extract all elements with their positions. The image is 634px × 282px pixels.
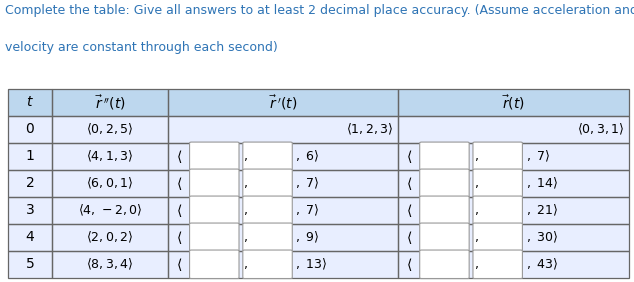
Text: $\langle 4,\,-2, 0\rangle$: $\langle 4,\,-2, 0\rangle$ — [77, 203, 143, 218]
Text: $\langle$: $\langle$ — [176, 202, 182, 219]
Text: $,\ 30\rangle$: $,\ 30\rangle$ — [526, 230, 558, 245]
Text: $,\ 43\rangle$: $,\ 43\rangle$ — [526, 257, 558, 272]
Text: $,\ 7\rangle$: $,\ 7\rangle$ — [295, 176, 320, 191]
Text: $,$: $,$ — [474, 150, 478, 163]
Text: $,\ 21\rangle$: $,\ 21\rangle$ — [526, 203, 558, 218]
Text: $\langle 4, 1, 3\rangle$: $\langle 4, 1, 3\rangle$ — [86, 149, 134, 164]
Text: $\vec{r}(t)$: $\vec{r}(t)$ — [502, 93, 525, 112]
Text: $\langle 0, 2, 5\rangle$: $\langle 0, 2, 5\rangle$ — [86, 122, 134, 137]
Text: $\langle 8, 3, 4\rangle$: $\langle 8, 3, 4\rangle$ — [86, 257, 134, 272]
Text: $\langle$: $\langle$ — [176, 256, 182, 273]
Text: $,\ 13\rangle$: $,\ 13\rangle$ — [295, 257, 328, 272]
Text: $\langle$: $\langle$ — [406, 229, 412, 246]
Text: $,$: $,$ — [243, 204, 248, 217]
Text: $\langle$: $\langle$ — [406, 148, 412, 165]
Text: $,$: $,$ — [474, 177, 478, 190]
Text: $\langle 2, 0, 2\rangle$: $\langle 2, 0, 2\rangle$ — [86, 230, 134, 245]
Text: velocity are constant through each second): velocity are constant through each secon… — [5, 41, 278, 54]
Text: $\langle 6, 0, 1\rangle$: $\langle 6, 0, 1\rangle$ — [86, 176, 134, 191]
Text: $\langle$: $\langle$ — [406, 256, 412, 273]
Text: $,$: $,$ — [243, 177, 248, 190]
Text: $,$: $,$ — [474, 204, 478, 217]
Text: $t$: $t$ — [26, 95, 34, 109]
Text: $0$: $0$ — [25, 122, 35, 136]
Text: $,\ 9\rangle$: $,\ 9\rangle$ — [295, 230, 320, 245]
Text: $5$: $5$ — [25, 257, 35, 271]
Text: $\langle$: $\langle$ — [406, 175, 412, 192]
Text: $,$: $,$ — [243, 258, 248, 271]
Text: Complete the table: Give all answers to at least 2 decimal place accuracy. (Assu: Complete the table: Give all answers to … — [5, 4, 634, 17]
Text: $\langle 0, 3, 1\rangle$: $\langle 0, 3, 1\rangle$ — [576, 122, 624, 137]
Text: $3$: $3$ — [25, 203, 35, 217]
Text: $,$: $,$ — [474, 231, 478, 244]
Text: $\langle$: $\langle$ — [176, 148, 182, 165]
Text: $\langle$: $\langle$ — [176, 229, 182, 246]
Text: $\langle 1, 2, 3\rangle$: $\langle 1, 2, 3\rangle$ — [346, 122, 393, 137]
Text: $4$: $4$ — [25, 230, 35, 244]
Text: $,\ 14\rangle$: $,\ 14\rangle$ — [526, 176, 558, 191]
Text: $\vec{r}\,^{\prime}(t)$: $\vec{r}\,^{\prime}(t)$ — [269, 93, 297, 112]
Text: $,$: $,$ — [243, 231, 248, 244]
Text: $,$: $,$ — [243, 150, 248, 163]
Text: $,\ 7\rangle$: $,\ 7\rangle$ — [526, 149, 550, 164]
Text: $\langle$: $\langle$ — [176, 175, 182, 192]
Text: $\langle$: $\langle$ — [406, 202, 412, 219]
Text: $\vec{r}\,^{\prime\prime}(t)$: $\vec{r}\,^{\prime\prime}(t)$ — [94, 93, 126, 112]
Text: $1$: $1$ — [25, 149, 35, 163]
Text: $,$: $,$ — [474, 258, 478, 271]
Text: $,\ 7\rangle$: $,\ 7\rangle$ — [295, 203, 320, 218]
Text: $2$: $2$ — [25, 176, 35, 190]
Text: $,\ 6\rangle$: $,\ 6\rangle$ — [295, 149, 320, 164]
